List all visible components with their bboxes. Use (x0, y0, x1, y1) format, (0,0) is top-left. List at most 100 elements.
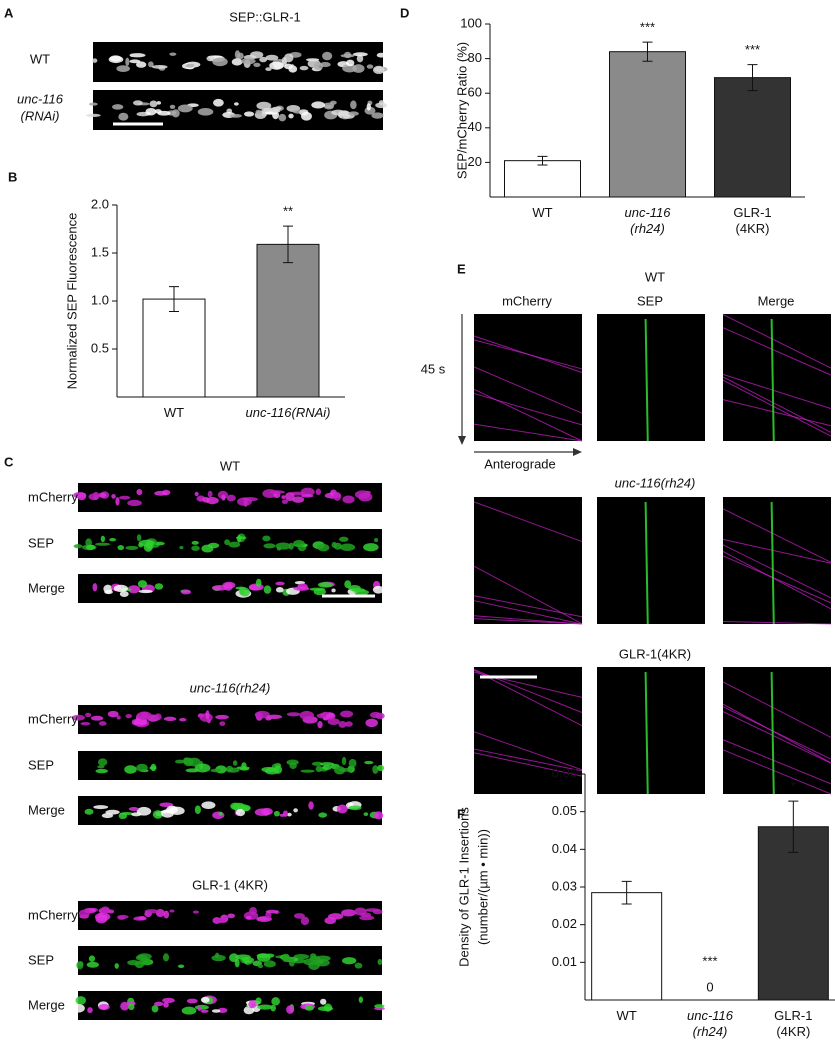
error-bar (537, 155, 548, 166)
fluorescent-puncta (179, 545, 184, 550)
fluorescent-puncta (86, 113, 101, 118)
fluorescent-puncta (348, 758, 357, 768)
x-tick-label: unc-116 (rh24) (686, 1008, 733, 1039)
y-tick-label: 40 (468, 119, 482, 134)
fluorescent-puncta (283, 53, 294, 63)
fluorescent-puncta (180, 589, 192, 595)
fluorescent-puncta (133, 100, 143, 106)
fluorescent-puncta (211, 954, 226, 962)
kymo-track (722, 551, 832, 610)
kymo-track (722, 373, 832, 410)
group-title: GLR-1(4KR) (619, 646, 691, 661)
fluorescent-puncta (227, 913, 235, 919)
y-tick-label: 0.05 (552, 803, 577, 818)
group-title: unc-116(rh24) (190, 680, 271, 695)
row-label: mCherry (28, 711, 78, 726)
fluorescent-puncta (201, 544, 214, 553)
fluorescent-puncta (100, 914, 108, 919)
kymo-track (770, 501, 775, 625)
error-bar (621, 880, 632, 905)
fluorescent-puncta (317, 581, 333, 588)
fluorescent-puncta (217, 1007, 228, 1014)
row-label: (RNAi) (21, 108, 60, 123)
fluorescent-puncta (340, 710, 354, 718)
fluorescent-puncta (323, 102, 335, 109)
kymo-track (722, 399, 832, 427)
fluorescent-puncta (331, 588, 336, 593)
fluorescent-puncta (231, 58, 243, 66)
y-tick-label: 80 (468, 50, 482, 65)
kymograph (474, 497, 582, 624)
fluorescent-puncta (100, 906, 110, 914)
y-tick-label: 0.04 (552, 841, 577, 856)
fluorescent-puncta (171, 109, 180, 118)
group-title: GLR-1 (4KR) (192, 877, 268, 892)
kymo-track (770, 318, 775, 442)
fluorescent-puncta (350, 100, 357, 110)
fluorescent-puncta (101, 813, 114, 819)
arrow-head (573, 448, 582, 456)
kymo-track (473, 748, 583, 772)
fluorescent-puncta (154, 583, 164, 590)
fluorescent-puncta (136, 61, 147, 68)
fluorescent-puncta (241, 806, 251, 812)
fluorescent-puncta (256, 101, 272, 110)
kymo-track (722, 379, 832, 437)
fluorescent-puncta (136, 489, 143, 496)
fluorescent-puncta (352, 64, 365, 73)
kymo-track (722, 739, 832, 785)
fluorescent-puncta (341, 756, 347, 766)
significance: *** (702, 953, 717, 968)
kymo-track (473, 423, 583, 442)
fluorescent-puncta (377, 958, 383, 965)
time-label: 45 s (421, 361, 446, 376)
bar (591, 892, 663, 1001)
fluorescent-puncta (286, 712, 301, 717)
significance: *** (745, 42, 760, 57)
panel-letter: C (4, 454, 14, 469)
kymograph (474, 667, 582, 794)
fluorescent-puncta (124, 765, 137, 774)
fluorescent-puncta (369, 711, 382, 719)
fluorescent-puncta (293, 808, 298, 813)
row-label: Merge (28, 997, 65, 1012)
x-tick-label: WT (616, 1008, 637, 1023)
fluorescent-puncta (107, 710, 119, 718)
fluorescent-puncta (303, 958, 317, 966)
fluorescent-puncta (293, 913, 305, 919)
fluorescent-puncta (138, 916, 147, 921)
fluorescent-puncta (75, 996, 87, 1005)
fluorescent-puncta (92, 491, 99, 498)
kymo-track (722, 538, 832, 564)
fluorescent-puncta (263, 543, 276, 549)
fluorescent-puncta (372, 585, 384, 594)
panel-letter: F (457, 806, 465, 821)
fluorescent-puncta (232, 760, 238, 766)
fluorescent-puncta (234, 958, 240, 968)
y-tick-label: 2.0 (91, 196, 109, 211)
fluorescent-puncta (194, 763, 211, 773)
fluorescent-puncta (254, 710, 270, 719)
fluorescent-puncta (341, 909, 356, 917)
kymo-track (473, 339, 583, 370)
fluorescent-puncta (73, 544, 83, 549)
row-label: WT (30, 51, 50, 66)
fluorescent-puncta (239, 586, 245, 596)
fluorescent-puncta (206, 55, 215, 62)
fluorescent-puncta (301, 494, 314, 498)
fluorescent-puncta (281, 953, 291, 963)
row-label: mCherry (28, 907, 78, 922)
fluorescent-puncta (119, 591, 129, 598)
kymo-track (473, 501, 583, 543)
fluorescent-puncta (84, 808, 94, 815)
fluorescent-puncta (356, 54, 364, 63)
fluorescent-puncta (333, 492, 342, 501)
fluorescent-puncta (315, 488, 322, 496)
direction-label: Anterograde (484, 456, 556, 471)
kymo-track (722, 749, 832, 795)
kymograph (474, 314, 582, 441)
fluorescent-puncta (288, 958, 295, 967)
fluorescent-puncta (301, 111, 313, 121)
fluorescent-puncta (162, 997, 175, 1003)
